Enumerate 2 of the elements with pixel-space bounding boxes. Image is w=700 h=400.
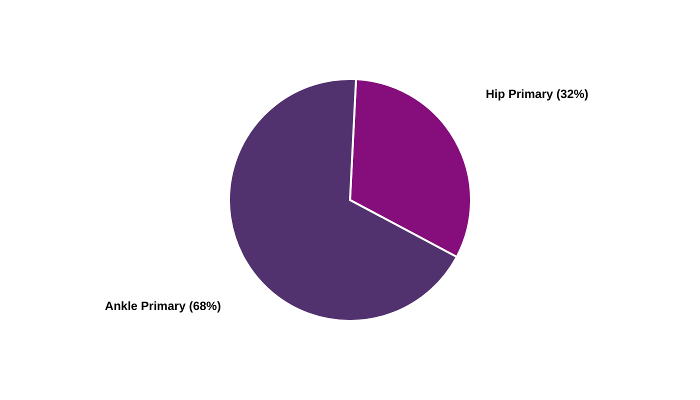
slice-label: Hip Primary (32%)	[486, 87, 588, 102]
slice-label: Ankle Primary (68%)	[104, 298, 221, 313]
